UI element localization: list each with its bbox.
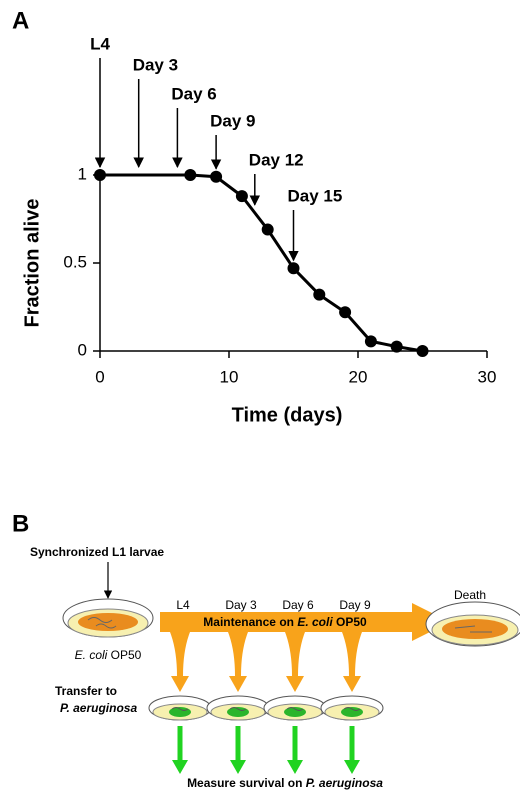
- x-tick-label: 10: [220, 367, 239, 386]
- start-label: Synchronized L1 larvae: [30, 545, 164, 559]
- orange-arrow: [170, 632, 190, 692]
- maintenance-band: [160, 603, 450, 641]
- dish: [425, 601, 520, 647]
- diagram: B Synchronized L1 larvae E. coli OP50 Ma…: [12, 510, 520, 790]
- text: Maintenance on: [203, 615, 297, 629]
- x-tick-label: 20: [349, 367, 368, 386]
- data-point: [94, 169, 106, 181]
- data-point: [184, 169, 197, 181]
- text: P. aeruginosa: [306, 776, 383, 790]
- annotation: Day 3: [133, 55, 178, 74]
- annotation: Day 6: [171, 84, 216, 103]
- bacteria-lawn: [227, 707, 249, 717]
- annotation: Day 9: [210, 111, 255, 130]
- data-point: [390, 340, 403, 353]
- timepoint-label: Day 3: [225, 598, 257, 612]
- text: OP50: [107, 648, 141, 662]
- panel-label: B: [12, 510, 29, 537]
- end-label: Death: [454, 588, 486, 602]
- worm: [286, 707, 304, 711]
- timepoint-label: Day 6: [282, 598, 314, 612]
- transfer-label: P. aeruginosa: [60, 701, 137, 715]
- text: Measure survival on: [187, 776, 306, 790]
- green-arrow: [172, 726, 188, 774]
- worm: [229, 707, 247, 711]
- data-point: [235, 190, 248, 203]
- data-line: [100, 173, 423, 353]
- bacteria-lawn: [341, 707, 363, 717]
- data-point: [313, 288, 326, 301]
- green-arrow: [344, 726, 360, 774]
- annotation: Day 12: [249, 150, 304, 169]
- data-point: [210, 170, 223, 183]
- dish: [62, 598, 154, 638]
- timepoints: L4 Day 3 Day 6 Day 9: [148, 598, 384, 774]
- text: E. coli: [75, 648, 108, 662]
- data-point: [364, 335, 377, 348]
- timepoint-label: Day 9: [339, 598, 371, 612]
- y-tick-label: 0: [78, 340, 87, 359]
- data-point: [339, 306, 352, 319]
- data-point: [287, 262, 300, 275]
- worm: [343, 707, 361, 711]
- x-axis-label: Time (days): [232, 404, 343, 426]
- plot: 0 10 20 30 0 0.5 1 L4 Day 3 Day 6 Day 9 Day 12 Day 1…: [63, 34, 496, 386]
- orange-arrow: [228, 632, 248, 692]
- y-axis-label: Fraction alive: [21, 199, 43, 328]
- worm: [171, 707, 189, 711]
- green-arrow: [230, 726, 246, 774]
- y-tick-label: 1: [78, 164, 87, 183]
- panel-label: A: [12, 7, 29, 34]
- maintenance-label: Maintenance on E. coli OP50: [203, 615, 367, 629]
- annotation: L4: [90, 34, 110, 53]
- measure-label: Measure survival on P. aeruginosa: [187, 776, 383, 790]
- orange-arrow: [342, 632, 362, 692]
- text: E. coli: [297, 615, 333, 629]
- green-arrow: [287, 726, 303, 774]
- text: OP50: [333, 615, 367, 629]
- bacteria-lawn: [169, 707, 191, 717]
- transfer-label: Transfer to: [55, 684, 117, 698]
- orange-arrow: [285, 632, 305, 692]
- x-tick-label: 30: [478, 367, 497, 386]
- y-tick-label: 0.5: [63, 252, 87, 271]
- bacteria-lawn: [284, 707, 306, 717]
- data-point: [261, 223, 274, 236]
- dish-label: E. coli OP50: [75, 648, 142, 662]
- timepoint-label: L4: [176, 598, 190, 612]
- x-tick-label: 0: [95, 367, 104, 386]
- annotation: Day 15: [288, 186, 343, 205]
- data-point: [416, 345, 429, 357]
